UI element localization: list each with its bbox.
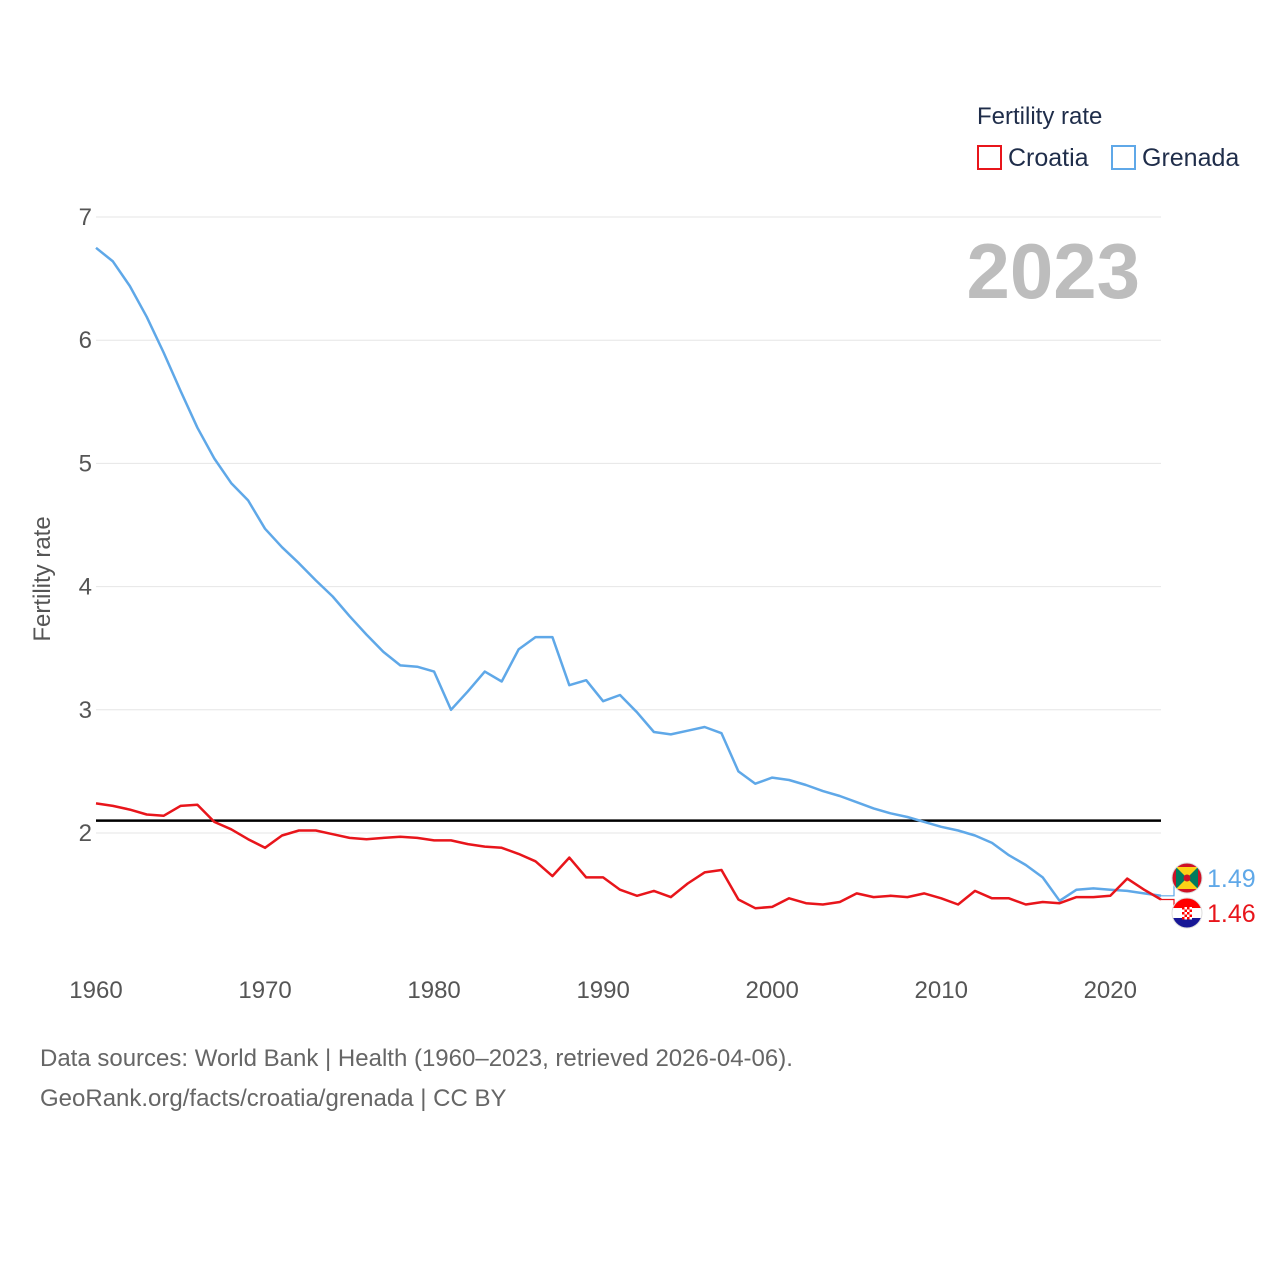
y-tick-label: 4 bbox=[79, 574, 92, 601]
x-tick-label: 2020 bbox=[1084, 977, 1137, 1004]
x-tick-label: 1980 bbox=[407, 977, 460, 1004]
end-markers: 1.49 1.46 bbox=[1161, 862, 1256, 929]
data-sources-note: Data sources: World Bank | Health (1960–… bbox=[40, 1045, 793, 1072]
y-tick-label: 2 bbox=[79, 820, 92, 847]
legend-swatch bbox=[1111, 145, 1136, 170]
y-tick-label: 7 bbox=[79, 204, 92, 231]
legend-swatch bbox=[977, 145, 1002, 170]
legend-label: Grenada bbox=[1142, 144, 1239, 172]
gridlines bbox=[96, 216, 1161, 834]
legend[interactable]: Fertility rate Croatia Grenada bbox=[977, 103, 1239, 172]
legend-item-croatia[interactable]: Croatia bbox=[977, 144, 1089, 172]
y-axis-ticks: 2 3 4 5 6 7 bbox=[79, 204, 92, 847]
y-tick-label: 5 bbox=[79, 450, 92, 477]
x-tick-label: 2010 bbox=[915, 977, 968, 1004]
grenada-flag-icon bbox=[1171, 862, 1203, 894]
series-line-grenada[interactable] bbox=[95, 246, 1162, 903]
end-value-label-croatia: 1.46 bbox=[1207, 900, 1256, 928]
series-lines bbox=[95, 246, 1162, 910]
x-tick-label: 1960 bbox=[69, 977, 122, 1004]
y-tick-label: 6 bbox=[79, 327, 92, 354]
x-axis-ticks: 1960 1970 1980 1990 2000 2010 2020 bbox=[69, 977, 1137, 1004]
y-axis-label: Fertility rate bbox=[29, 516, 56, 641]
y-tick-label: 3 bbox=[79, 697, 92, 724]
attribution-link[interactable]: GeoRank.org/facts/croatia/grenada | CC B… bbox=[40, 1085, 507, 1112]
x-tick-label: 1990 bbox=[576, 977, 629, 1004]
end-value-label-grenada: 1.49 bbox=[1207, 865, 1256, 893]
series-line-croatia[interactable] bbox=[95, 802, 1162, 910]
croatia-flag-icon bbox=[1171, 897, 1203, 929]
legend-item-grenada[interactable]: Grenada bbox=[1111, 144, 1239, 172]
legend-label: Croatia bbox=[1008, 144, 1089, 172]
x-tick-label: 1970 bbox=[238, 977, 291, 1004]
current-year-label: 2023 bbox=[966, 227, 1140, 315]
legend-title: Fertility rate bbox=[977, 103, 1102, 130]
x-tick-label: 2000 bbox=[745, 977, 798, 1004]
